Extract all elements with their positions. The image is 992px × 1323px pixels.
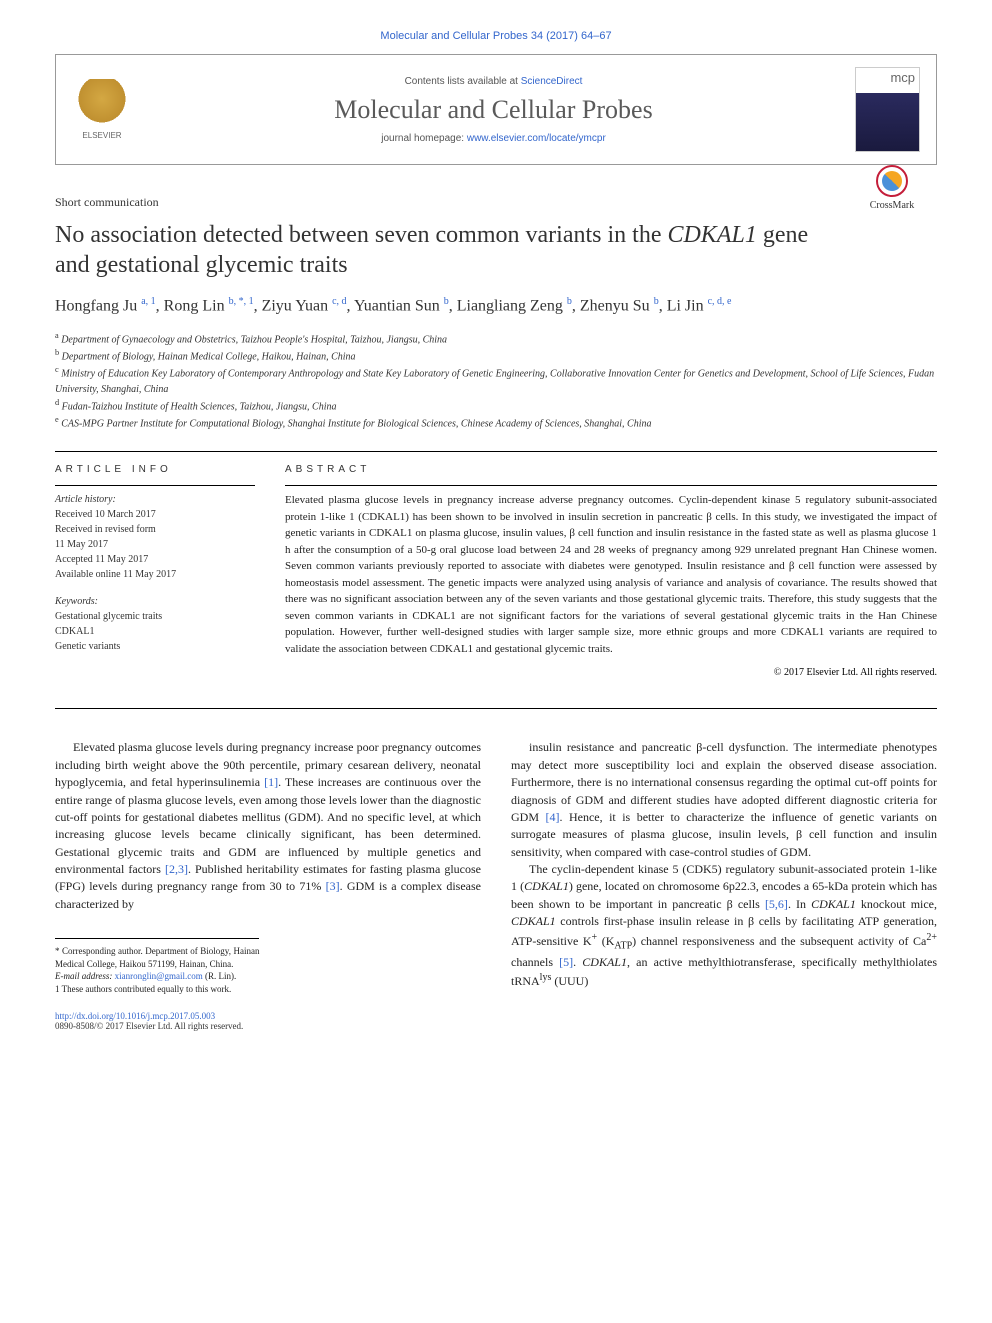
footer-meta: http://dx.doi.org/10.1016/j.mcp.2017.05.… [55,1011,937,1031]
journal-header: ELSEVIER Contents lists available at Sci… [55,54,937,165]
body-paragraph: insulin resistance and pancreatic β-cell… [511,739,937,861]
contents-available: Contents lists available at ScienceDirec… [132,76,855,87]
homepage-line: journal homepage: www.elsevier.com/locat… [132,133,855,144]
abstract-text: Elevated plasma glucose levels in pregna… [285,492,937,657]
abstract-label: ABSTRACT [285,464,937,475]
doi-link[interactable]: http://dx.doi.org/10.1016/j.mcp.2017.05.… [55,1011,215,1021]
abstract-copyright: © 2017 Elsevier Ltd. All rights reserved… [285,667,937,678]
journal-name: Molecular and Cellular Probes [132,95,855,125]
article-title: No association detected between seven co… [55,220,937,280]
equal-contribution-note: 1 These authors contributed equally to t… [55,983,259,996]
crossmark-badge[interactable]: CrossMark [847,165,937,211]
email-line: E-mail address: xianronglin@gmail.com (R… [55,970,259,983]
journal-cover-thumbnail: mcp [855,67,920,152]
email-link[interactable]: xianronglin@gmail.com [115,971,203,981]
publisher-name: ELSEVIER [82,131,121,140]
crossmark-icon [876,165,908,197]
top-citation: Molecular and Cellular Probes 34 (2017) … [55,30,937,42]
homepage-link[interactable]: www.elsevier.com/locate/ymcpr [467,133,606,144]
body-paragraph: Elevated plasma glucose levels during pr… [55,739,481,913]
article-history: Article history: Received 10 March 2017R… [55,492,255,654]
article-type: Short communication [55,195,937,210]
article-info-label: ARTICLE INFO [55,464,255,475]
body-text: Elevated plasma glucose levels during pr… [55,739,937,995]
body-paragraph: The cyclin-dependent kinase 5 (CDK5) reg… [511,861,937,990]
sciencedirect-link[interactable]: ScienceDirect [521,76,583,87]
issn-copyright: 0890-8508/© 2017 Elsevier Ltd. All right… [55,1021,243,1031]
elsevier-logo: ELSEVIER [72,75,132,145]
corresponding-author-note: * Corresponding author. Department of Bi… [55,945,259,970]
footnotes: * Corresponding author. Department of Bi… [55,938,259,995]
authors-list: Hongfang Ju a, 1, Rong Lin b, *, 1, Ziyu… [55,295,937,318]
affiliations: a Department of Gynaecology and Obstetri… [55,330,937,432]
crossmark-label: CrossMark [870,200,914,211]
